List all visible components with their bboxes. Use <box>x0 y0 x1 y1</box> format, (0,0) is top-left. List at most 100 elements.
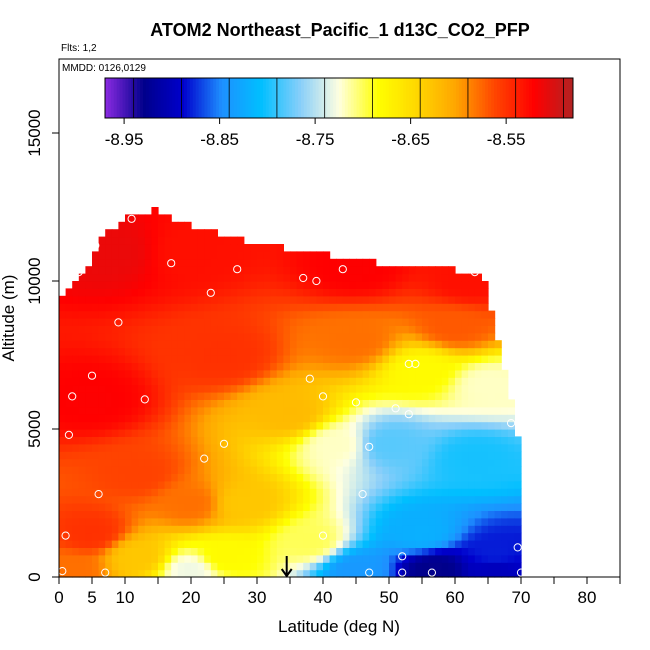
heatmap-cell <box>382 421 390 430</box>
heatmap-cell <box>243 480 251 489</box>
heatmap-cell <box>342 303 350 312</box>
heatmap-cell <box>204 480 212 489</box>
heatmap-cell <box>111 251 119 260</box>
heatmap-cell <box>125 347 133 356</box>
heatmap-cell <box>125 392 133 400</box>
heatmap-cell <box>382 340 390 349</box>
heatmap-cell <box>461 362 469 371</box>
heatmap-cell <box>342 406 350 415</box>
heatmap-cell <box>329 369 337 378</box>
heatmap-cell <box>131 295 139 304</box>
heatmap-cell <box>230 244 238 252</box>
heatmap-cell <box>131 569 139 578</box>
heatmap-cell <box>389 466 397 474</box>
heatmap-cell <box>270 436 278 445</box>
heatmap-cell <box>488 414 496 423</box>
heatmap-cell <box>237 503 245 511</box>
heatmap-cell <box>151 325 159 334</box>
heatmap-cell <box>138 495 146 504</box>
heatmap-cell <box>408 288 416 297</box>
heatmap-cell <box>474 443 482 452</box>
heatmap-cell <box>177 362 185 371</box>
heatmap-cell <box>494 399 502 408</box>
heatmap-cell <box>144 251 152 260</box>
heatmap-cell <box>204 495 212 504</box>
heatmap-cell <box>389 503 397 511</box>
heatmap-cell <box>276 266 284 275</box>
heatmap-cell <box>422 295 430 304</box>
heatmap-cell <box>448 562 456 571</box>
heatmap-cell <box>309 288 317 297</box>
heatmap-cell <box>263 355 271 363</box>
heatmap-cell <box>184 488 192 497</box>
colorbar-segment <box>105 78 109 118</box>
heatmap-cell <box>92 443 100 452</box>
heatmap-cell <box>125 436 133 445</box>
heatmap-cell <box>191 547 199 556</box>
heatmap-cell <box>184 436 192 445</box>
heatmap-cell <box>474 547 482 556</box>
heatmap-cell <box>408 384 416 393</box>
heatmap-cell <box>323 281 331 289</box>
heatmap-cell <box>131 525 139 534</box>
heatmap-cell <box>144 318 152 326</box>
heatmap-cell <box>164 384 172 393</box>
colorbar-segment <box>388 78 393 118</box>
heatmap-cell <box>283 258 291 267</box>
heatmap-cell <box>441 473 449 482</box>
heatmap-cell <box>237 406 245 415</box>
heatmap-cell <box>243 377 251 386</box>
heatmap-cell <box>296 473 304 482</box>
heatmap-cell <box>408 436 416 445</box>
heatmap-cell <box>105 466 113 474</box>
heatmap-cell <box>481 495 489 504</box>
heatmap-cell <box>144 369 152 378</box>
heatmap-cell <box>422 406 430 415</box>
heatmap-cell <box>303 266 311 275</box>
heatmap-cell <box>98 436 106 445</box>
heatmap-cell <box>415 473 423 482</box>
heatmap-cell <box>488 325 496 334</box>
heatmap-cell <box>395 377 403 386</box>
heatmap-cell <box>92 310 100 319</box>
heatmap-cell <box>270 554 278 563</box>
heatmap-cell <box>105 525 113 534</box>
heatmap-cell <box>171 392 179 400</box>
heatmap-cell <box>131 406 139 415</box>
colorbar-segment <box>145 78 150 118</box>
heatmap-cell <box>296 517 304 526</box>
heatmap-cell <box>197 392 205 400</box>
heatmap-cell <box>243 392 251 400</box>
heatmap-cell <box>125 466 133 474</box>
heatmap-cell <box>118 288 126 297</box>
heatmap-cell <box>362 406 370 415</box>
heatmap-cell <box>98 362 106 371</box>
heatmap-cell <box>118 562 126 571</box>
heatmap-cell <box>488 547 496 556</box>
heatmap-cell <box>144 510 152 519</box>
heatmap-cell <box>276 355 284 363</box>
colorbar-segment <box>356 78 360 118</box>
heatmap-cell <box>250 258 258 267</box>
heatmap-cell <box>395 369 403 378</box>
heatmap-cell <box>270 266 278 275</box>
heatmap-cell <box>415 569 423 578</box>
heatmap-cell <box>158 295 166 304</box>
heatmap-cell <box>389 325 397 334</box>
heatmap-cell <box>105 532 113 541</box>
heatmap-cell <box>125 369 133 378</box>
heatmap-cell <box>448 443 456 452</box>
heatmap-cell <box>263 443 271 452</box>
heatmap-cell <box>507 547 515 556</box>
heatmap-cell <box>362 355 370 363</box>
heatmap-cell <box>78 480 86 489</box>
heatmap-cell <box>111 421 119 430</box>
heatmap-cell <box>125 458 133 467</box>
heatmap-cell <box>422 281 430 289</box>
heatmap-cell <box>144 266 152 275</box>
heatmap-cell <box>78 525 86 534</box>
heatmap-cell <box>230 310 238 319</box>
heatmap-cell <box>237 340 245 349</box>
heatmap-cell <box>98 244 106 252</box>
heatmap-cell <box>118 251 126 260</box>
